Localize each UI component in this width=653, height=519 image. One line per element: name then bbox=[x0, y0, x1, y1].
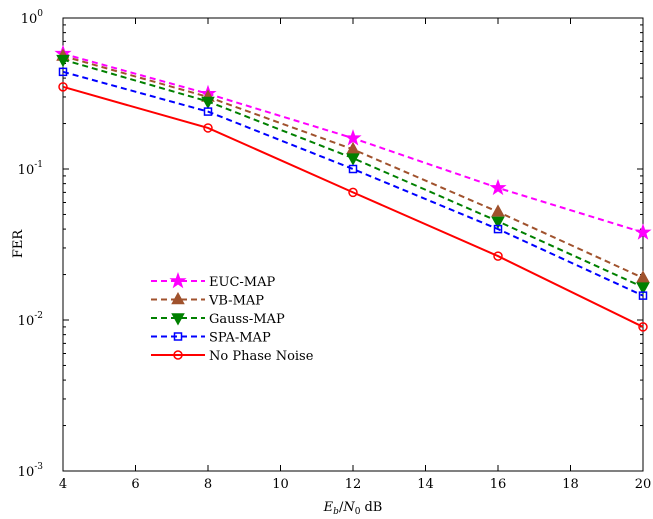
series-line bbox=[62, 85, 644, 328]
data-point bbox=[491, 204, 505, 217]
data-point bbox=[348, 164, 358, 174]
series-line bbox=[62, 58, 644, 289]
data-point bbox=[344, 129, 362, 146]
data-point bbox=[56, 54, 70, 68]
data-point bbox=[636, 282, 650, 295]
legend-item: VB-MAP bbox=[151, 291, 264, 309]
legend-item: EUC-MAP bbox=[151, 271, 275, 290]
x-tick-label: 6 bbox=[131, 477, 139, 492]
data-point bbox=[346, 153, 360, 166]
legend-label: SPA-MAP bbox=[209, 331, 271, 346]
axis-ticks: 4 6 8 10 12 14 16 18 20 100 10-1 10-2 10-3 bbox=[18, 9, 652, 492]
x-axis-label: Eb/N0 dB bbox=[323, 500, 383, 517]
x-tick-label: 18 bbox=[562, 477, 579, 492]
y-axis-label: FER bbox=[11, 229, 26, 259]
legend-marker bbox=[173, 350, 183, 360]
legend: EUC-MAP VB-MAP Gauss-MAP SPA-MAP No Phase No… bbox=[146, 268, 336, 368]
legend-label: Gauss-MAP bbox=[209, 312, 285, 327]
legend-item: No Phase Noise bbox=[151, 349, 314, 364]
y-tick-label: 10-2 bbox=[18, 311, 43, 329]
y-tick-label: 10-3 bbox=[18, 462, 44, 480]
data-point bbox=[493, 251, 503, 261]
data-point bbox=[203, 107, 213, 116]
data-point bbox=[58, 67, 68, 77]
series-3 bbox=[58, 67, 648, 300]
x-tick-label: 20 bbox=[635, 477, 652, 492]
data-point bbox=[636, 270, 650, 283]
x-tick-label: 8 bbox=[204, 477, 212, 492]
y-tick-label: 100 bbox=[21, 9, 44, 27]
data-point bbox=[58, 82, 68, 92]
data-point bbox=[638, 322, 648, 332]
legend-item: Gauss-MAP bbox=[151, 312, 285, 327]
legend-marker bbox=[171, 313, 185, 326]
legend-marker bbox=[173, 332, 183, 341]
legend-label: No Phase Noise bbox=[209, 349, 314, 364]
data-point bbox=[493, 224, 503, 234]
x-tick-label: 4 bbox=[59, 477, 67, 492]
legend-item: SPA-MAP bbox=[151, 331, 271, 346]
legend-label: VB-MAP bbox=[208, 294, 264, 309]
series-2 bbox=[56, 54, 650, 295]
data-point bbox=[203, 123, 213, 133]
data-point bbox=[634, 223, 652, 240]
data-point bbox=[346, 141, 360, 155]
legend-label: EUC-MAP bbox=[209, 275, 275, 290]
x-tick-label: 12 bbox=[345, 477, 362, 492]
data-point bbox=[201, 96, 215, 110]
legend-marker bbox=[169, 271, 187, 289]
x-tick-label: 16 bbox=[490, 477, 507, 492]
data-point bbox=[489, 178, 507, 196]
x-tick-label: 14 bbox=[417, 477, 434, 492]
series-layer bbox=[54, 44, 652, 332]
series-line bbox=[62, 70, 644, 297]
data-point bbox=[348, 187, 358, 198]
y-tick-label: 10-1 bbox=[18, 160, 43, 178]
legend-marker bbox=[171, 291, 185, 305]
data-point bbox=[491, 216, 505, 229]
data-point bbox=[638, 291, 648, 300]
x-tick-label: 10 bbox=[272, 477, 289, 492]
plot-area bbox=[62, 17, 644, 472]
series-4 bbox=[58, 82, 648, 332]
